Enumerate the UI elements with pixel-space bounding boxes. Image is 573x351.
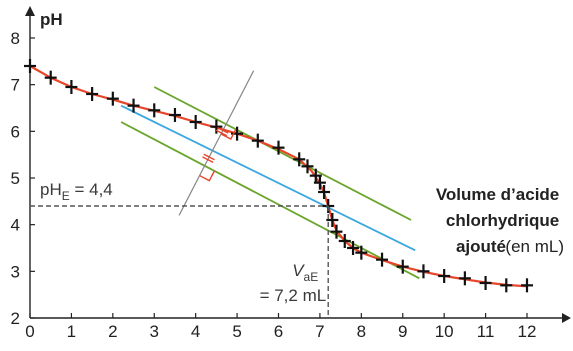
x-tick-label: 8 — [357, 322, 366, 341]
data-point — [417, 264, 430, 279]
y-tick-label: 2 — [11, 309, 20, 328]
x-tick-label: 12 — [518, 322, 537, 341]
x-axis-arrow — [562, 313, 571, 323]
x-tick-label: 2 — [108, 322, 117, 341]
data-point — [251, 133, 264, 148]
data-point — [168, 108, 181, 122]
x-tick-label: 6 — [274, 322, 283, 341]
tangent-line — [153, 86, 412, 221]
data-point — [376, 252, 389, 267]
data-point — [65, 80, 78, 94]
data-point — [338, 234, 351, 248]
x-axis-title: Volume d’acide chlorhydrique ajouté — [436, 185, 564, 256]
equal-segment-tick — [202, 156, 214, 164]
data-point — [86, 87, 99, 101]
data-point — [272, 140, 285, 155]
x-tick-label: 3 — [150, 322, 159, 341]
data-point — [44, 70, 57, 85]
data-point — [347, 241, 360, 255]
data-point — [293, 152, 306, 167]
data-point — [438, 269, 451, 283]
y-tick-label: 6 — [11, 122, 20, 141]
tangent-line — [120, 121, 420, 280]
x-axis-unit: (en mL) — [505, 237, 564, 256]
right-angle-marker — [220, 128, 237, 140]
x-tick-label: 0 — [25, 322, 34, 341]
v-equivalence-label: VaE — [292, 261, 318, 284]
right-angle-marker — [199, 170, 215, 182]
equal-segment-tick — [217, 126, 229, 134]
y-tick-label: 3 — [11, 262, 20, 281]
y-tick-label: 7 — [11, 76, 20, 95]
data-point — [148, 103, 161, 118]
data-point — [396, 259, 409, 274]
data-point — [210, 119, 223, 134]
x-tick-label: 5 — [232, 322, 241, 341]
x-axis-title-line-2: chlorhydrique — [446, 211, 559, 230]
fitted-curve — [29, 65, 528, 288]
data-point — [301, 159, 314, 174]
construction-lines — [120, 70, 420, 280]
y-tick-label: 4 — [11, 216, 20, 235]
data-point — [521, 278, 533, 293]
x-tick-label: 7 — [315, 322, 324, 341]
v-equivalence-value: = 7,2 mL — [260, 286, 327, 305]
x-tick-label: 11 — [477, 322, 495, 341]
x-tick-label: 10 — [435, 322, 454, 341]
data-point — [458, 271, 471, 286]
data-point — [318, 185, 331, 199]
equal-segment-tick — [215, 129, 228, 137]
x-axis-title-line-3: ajouté — [456, 237, 506, 256]
data-point — [355, 245, 368, 260]
data-point — [326, 213, 339, 227]
perpendicular-line — [178, 70, 255, 216]
y-axis-title: pH — [40, 10, 63, 29]
data-point — [24, 59, 36, 73]
data-point — [127, 98, 140, 113]
equal-segment-tick — [203, 153, 215, 161]
data-point — [330, 224, 343, 239]
annotations: pHE = 4,4 VaE = 7,2 mL — [30, 126, 329, 318]
x-tick-label: 1 — [67, 322, 76, 341]
titration-curve — [29, 65, 528, 288]
ph-equivalence-label: pHE = 4,4 — [40, 180, 113, 203]
data-point — [106, 91, 119, 106]
y-tick-label: 8 — [11, 29, 20, 48]
data-point — [313, 175, 326, 190]
data-point — [500, 278, 513, 293]
data-point — [479, 276, 492, 290]
y-axis-arrow — [25, 6, 35, 16]
x-axis-title-line-1: Volume d’acide — [436, 185, 559, 204]
x-tick-label: 9 — [398, 322, 407, 341]
data-markers — [24, 59, 533, 293]
y-tick-label: 5 — [11, 169, 20, 188]
data-point — [189, 115, 202, 129]
middle-line-line — [120, 104, 416, 252]
x-tick-label: 4 — [191, 322, 200, 341]
